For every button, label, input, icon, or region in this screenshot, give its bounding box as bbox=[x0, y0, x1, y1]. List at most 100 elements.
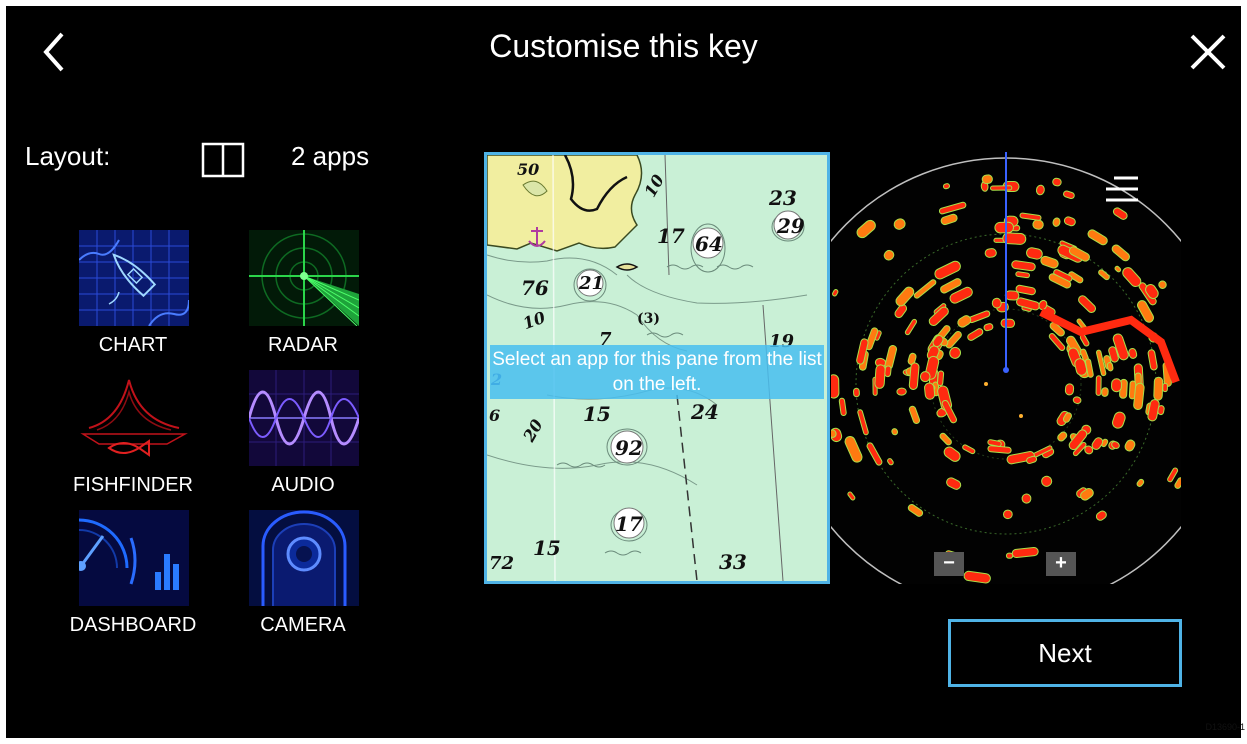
app-tile-chart[interactable]: CHART bbox=[58, 230, 208, 360]
next-button[interactable]: Next bbox=[948, 619, 1182, 687]
chart-depth: 33 bbox=[719, 550, 747, 574]
radar-app-icon bbox=[249, 230, 359, 326]
app-label-radar: RADAR bbox=[267, 334, 338, 356]
radar-echo bbox=[1052, 217, 1061, 227]
radar-echo bbox=[1167, 467, 1179, 483]
chart-depth: 21 bbox=[578, 273, 604, 294]
radar-echo bbox=[844, 436, 863, 463]
anchor-icon bbox=[528, 227, 546, 247]
zoom-in-button[interactable]: + bbox=[1046, 552, 1076, 576]
chart-depth: 17 bbox=[657, 224, 685, 248]
radar-echo bbox=[857, 409, 869, 436]
radar-echo bbox=[1041, 475, 1053, 487]
chart-depth: 17 bbox=[615, 512, 643, 536]
radar-echo bbox=[1000, 318, 1016, 328]
radar-echo bbox=[1162, 382, 1168, 393]
layout-label: Layout: bbox=[25, 141, 111, 171]
radar-echo bbox=[1019, 212, 1042, 221]
dashboard-app-icon bbox=[79, 510, 189, 606]
radar-echo bbox=[943, 446, 961, 462]
chart-depth: 64 bbox=[695, 232, 723, 256]
radar-echo bbox=[942, 183, 951, 190]
radar-echo bbox=[939, 432, 952, 446]
radar-echo bbox=[1095, 375, 1102, 396]
radar-echo bbox=[908, 405, 921, 425]
radar-echo bbox=[838, 397, 847, 417]
radar-echo bbox=[887, 458, 894, 466]
radar-echo bbox=[987, 439, 1002, 447]
screen: Customise this key Layout: 2 apps bbox=[6, 6, 1241, 738]
radar-echo bbox=[1063, 216, 1076, 227]
radar-echo bbox=[990, 185, 1013, 191]
radar-echo bbox=[904, 318, 918, 336]
radar-echo bbox=[894, 304, 908, 319]
preview-pane-right bbox=[831, 152, 1181, 584]
app-label-audio: AUDIO bbox=[271, 474, 335, 496]
zoom-out-button[interactable]: − bbox=[934, 552, 964, 576]
hamburger-menu-icon[interactable] bbox=[1104, 174, 1140, 204]
radar-echo bbox=[1084, 358, 1094, 378]
radar-echo bbox=[1158, 280, 1167, 289]
radar-echo bbox=[938, 201, 967, 215]
radar-echo bbox=[866, 442, 883, 466]
app-tile-radar[interactable]: RADAR bbox=[228, 230, 378, 360]
radar-echo bbox=[1002, 509, 1013, 520]
app-label-chart: CHART bbox=[98, 334, 168, 356]
zoom-out-label: − bbox=[943, 552, 955, 574]
radar-echo bbox=[884, 365, 892, 378]
radar-echo bbox=[940, 278, 962, 294]
radar-echo bbox=[1078, 295, 1097, 313]
close-button[interactable] bbox=[1186, 30, 1230, 74]
radar-echo bbox=[891, 428, 899, 436]
camera-app-icon bbox=[249, 510, 359, 606]
chart-depth: 15 bbox=[583, 402, 611, 426]
radar-echo bbox=[1064, 383, 1075, 396]
split-two-pane-icon[interactable] bbox=[201, 142, 245, 178]
radar-echo bbox=[1153, 376, 1164, 401]
radar-echo bbox=[907, 352, 917, 366]
layout-app-count: 2 apps bbox=[291, 141, 370, 171]
preview-pane-left[interactable]: 50 10 23 17 64 29 76 21 10 (3) 7 19 2 6 … bbox=[484, 152, 830, 584]
app-tile-audio[interactable]: AUDIO bbox=[228, 370, 378, 500]
radar-echo bbox=[847, 491, 856, 501]
radar-echo bbox=[1147, 349, 1158, 371]
app-tile-camera[interactable]: CAMERA bbox=[228, 510, 378, 640]
radar-echo bbox=[1052, 177, 1062, 187]
radar-echo bbox=[1072, 396, 1082, 404]
radar-echo bbox=[949, 286, 973, 304]
radar-echo bbox=[924, 382, 936, 400]
chart-depth: 29 bbox=[776, 214, 805, 238]
back-button[interactable] bbox=[36, 30, 76, 74]
radar-echo bbox=[1048, 273, 1072, 289]
radar-echo bbox=[936, 370, 945, 387]
app-label-fishfinder: FISHFINDER bbox=[73, 474, 193, 496]
app-tile-dashboard[interactable]: DASHBOARD bbox=[58, 510, 208, 640]
radar-echo bbox=[1039, 308, 1180, 384]
chart-depth: 72 bbox=[489, 553, 514, 574]
app-label-camera: CAMERA bbox=[260, 614, 346, 636]
app-label-dashboard: DASHBOARD bbox=[69, 614, 197, 636]
audio-app-icon bbox=[249, 370, 359, 466]
radar-echo bbox=[1111, 441, 1120, 449]
chevron-left-icon bbox=[43, 32, 64, 72]
radar-echo bbox=[1084, 445, 1094, 455]
radar-echo bbox=[1133, 382, 1145, 411]
radar-echo bbox=[831, 429, 837, 438]
radar-echo bbox=[1174, 477, 1181, 489]
radar-echo bbox=[853, 387, 860, 398]
radar-echo bbox=[896, 387, 907, 396]
radar-echo bbox=[1124, 439, 1136, 452]
radar-echo bbox=[1128, 348, 1138, 359]
radar-echo bbox=[957, 315, 972, 328]
pane-hint-text: Select an app for this pane from the lis… bbox=[490, 345, 824, 399]
radar-echo bbox=[1035, 184, 1045, 196]
radar-echo bbox=[1040, 255, 1059, 269]
radar-echo bbox=[1111, 244, 1130, 262]
chart-depth: 15 bbox=[533, 536, 561, 560]
radar-echo bbox=[1137, 300, 1154, 323]
radar-echo bbox=[1112, 333, 1129, 361]
radar-echo bbox=[832, 289, 839, 297]
radar-echo bbox=[1026, 455, 1038, 464]
app-tile-fishfinder[interactable]: FISHFINDER bbox=[58, 370, 208, 500]
radar-echo bbox=[1114, 265, 1122, 273]
